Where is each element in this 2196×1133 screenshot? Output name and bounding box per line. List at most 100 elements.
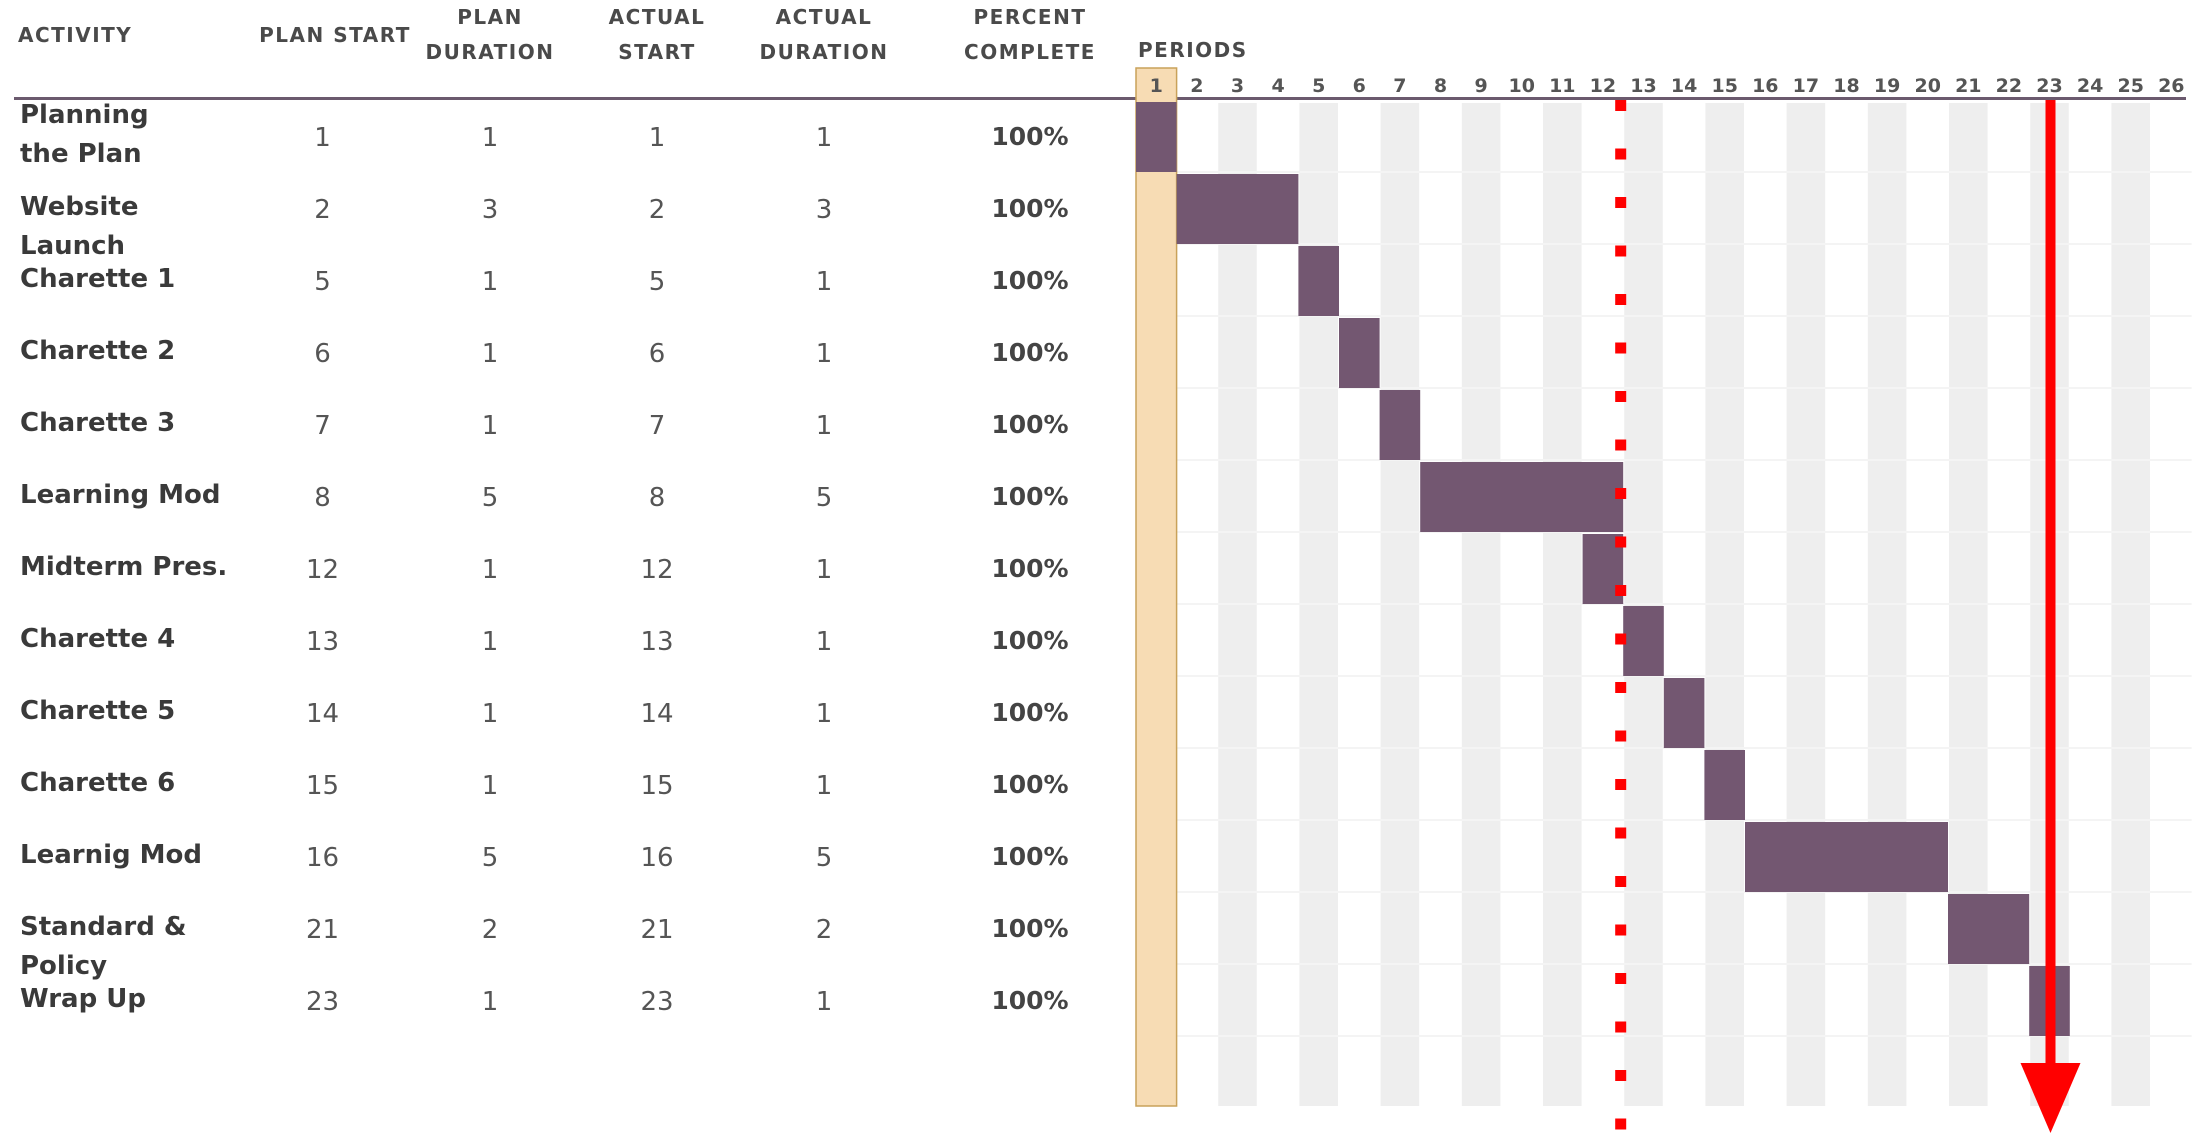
gantt-bar xyxy=(1623,606,1664,676)
cell-percent-complete: 100% xyxy=(991,410,1069,439)
cell-plan-start: 23 xyxy=(305,987,340,1017)
cell-plan-start: 8 xyxy=(314,483,331,513)
period-label: 26 xyxy=(2158,75,2184,97)
cell-percent-complete: 100% xyxy=(991,842,1069,871)
period-label: 7 xyxy=(1393,75,1406,97)
gantt-bar xyxy=(1379,390,1421,460)
current-period-marker-dot xyxy=(1615,100,1627,111)
header-rule xyxy=(14,97,2186,100)
cell-actual-duration: 1 xyxy=(815,267,833,297)
header-actual-start-line1: ACTUAL xyxy=(608,5,706,29)
cell-actual-duration: 3 xyxy=(815,195,833,225)
cell-percent-complete: 100% xyxy=(991,194,1069,223)
cell-percent-complete: 100% xyxy=(991,626,1069,655)
period-label: 21 xyxy=(1955,75,1981,97)
end-marker-arrow-head xyxy=(2020,1063,2081,1133)
cell-percent-complete: 100% xyxy=(991,266,1069,295)
cell-plan-start: 5 xyxy=(314,267,331,297)
current-period-marker-dot xyxy=(1615,827,1627,839)
cell-plan-duration: 2 xyxy=(481,915,499,945)
cell-actual-start: 6 xyxy=(648,339,666,369)
period-label: 8 xyxy=(1434,75,1447,97)
table-row: Learnig Mod 16 5 16 5 100% xyxy=(0,820,1120,892)
current-period-marker-dot xyxy=(1615,1070,1627,1081)
cell-percent-complete: 100% xyxy=(991,698,1069,727)
cell-percent-complete: 100% xyxy=(991,770,1069,799)
period-label: 11 xyxy=(1549,75,1575,97)
period-label: 14 xyxy=(1671,75,1697,97)
cell-percent-complete: 100% xyxy=(991,122,1069,151)
cell-plan-start: 13 xyxy=(305,627,340,657)
cell-plan-start: 6 xyxy=(314,339,331,369)
current-period-marker-dot xyxy=(1615,342,1627,354)
period-label: 25 xyxy=(2117,75,2143,97)
cell-actual-start: 8 xyxy=(648,483,666,513)
current-period-marker-dot xyxy=(1615,1118,1627,1130)
table-row: Planning the Plan 1 1 1 1 100% xyxy=(0,100,1120,172)
cell-actual-start: 2 xyxy=(648,195,666,225)
end-marker-arrow-neck xyxy=(2045,975,2056,1070)
cell-percent-complete: 100% xyxy=(991,338,1069,367)
gantt-bar xyxy=(1663,678,1705,748)
period-label: 1 xyxy=(1150,75,1163,97)
header-periods: PERIODS xyxy=(1138,38,1248,62)
current-period-marker-dot xyxy=(1615,536,1627,548)
cell-actual-start: 15 xyxy=(640,771,674,801)
cell-plan-duration: 1 xyxy=(481,987,499,1017)
header-plan-duration-line1: PLAN xyxy=(457,5,523,29)
period-label: 9 xyxy=(1474,75,1487,97)
cell-plan-duration: 1 xyxy=(481,627,499,657)
cell-actual-duration: 1 xyxy=(815,123,833,153)
cell-actual-start: 1 xyxy=(648,123,666,153)
cell-actual-duration: 5 xyxy=(815,483,833,513)
table-row: Charette 1 5 1 5 1 100% xyxy=(0,244,1120,316)
activity-name: Wrap Up xyxy=(20,984,146,1014)
cell-plan-duration: 1 xyxy=(481,411,499,441)
table-row: Standard & Policy 21 2 21 2 100% xyxy=(0,892,1120,981)
current-period-marker-dot xyxy=(1615,245,1627,257)
current-period-marker-dot xyxy=(1615,488,1627,499)
current-period-marker-dot xyxy=(1615,585,1627,596)
current-period-marker-dot xyxy=(1615,730,1627,742)
table-row: Learning Mod 8 5 8 5 100% xyxy=(0,460,1120,532)
gantt-bar xyxy=(1420,462,1624,532)
current-period-marker-dot xyxy=(1615,1021,1627,1033)
gantt-bar xyxy=(1948,894,2030,964)
cell-actual-duration: 2 xyxy=(815,915,833,945)
period-label: 24 xyxy=(2077,75,2103,97)
period-label: 23 xyxy=(2036,75,2062,97)
cell-actual-duration: 1 xyxy=(815,987,833,1017)
period-label: 22 xyxy=(1996,75,2022,97)
period-label: 10 xyxy=(1508,75,1534,97)
current-period-marker-dot xyxy=(1615,294,1627,305)
activity-name: Learnig Mod xyxy=(20,840,202,870)
period-label: 17 xyxy=(1793,75,1819,97)
period-label: 6 xyxy=(1353,75,1366,97)
gantt-bar xyxy=(1745,822,1948,892)
current-period-marker-dot xyxy=(1615,682,1627,693)
cell-actual-start: 21 xyxy=(640,915,674,945)
cell-plan-duration: 1 xyxy=(481,771,499,801)
activity-name: Midterm Pres. xyxy=(20,552,228,582)
current-period-marker-dot xyxy=(1615,391,1627,402)
cell-percent-complete: 100% xyxy=(991,986,1069,1015)
header-actual-duration-line2: DURATION xyxy=(759,40,889,64)
cell-plan-start: 16 xyxy=(305,843,340,873)
period-label: 12 xyxy=(1590,75,1616,97)
table-row: Wrap Up 23 1 23 1 100% xyxy=(0,964,1120,1036)
current-period-marker-dot xyxy=(1615,779,1627,790)
cell-actual-start: 14 xyxy=(640,699,674,729)
current-period-marker-dot xyxy=(1615,148,1627,160)
activity-name: Planning the Plan xyxy=(20,100,149,169)
cell-plan-start: 15 xyxy=(305,771,340,801)
table-row: Charette 2 6 1 6 1 100% xyxy=(0,316,1120,388)
header-percent-complete-line1: PERCENT xyxy=(973,5,1087,29)
cell-plan-start: 2 xyxy=(314,195,331,225)
header-actual-duration-line1: ACTUAL xyxy=(775,5,873,29)
cell-actual-duration: 1 xyxy=(815,555,833,585)
cell-actual-start: 23 xyxy=(640,987,674,1017)
gantt-bar xyxy=(1176,174,1299,244)
header-actual-start: ACTUAL START xyxy=(582,0,732,70)
table-row: Charette 5 14 1 14 1 100% xyxy=(0,676,1120,748)
